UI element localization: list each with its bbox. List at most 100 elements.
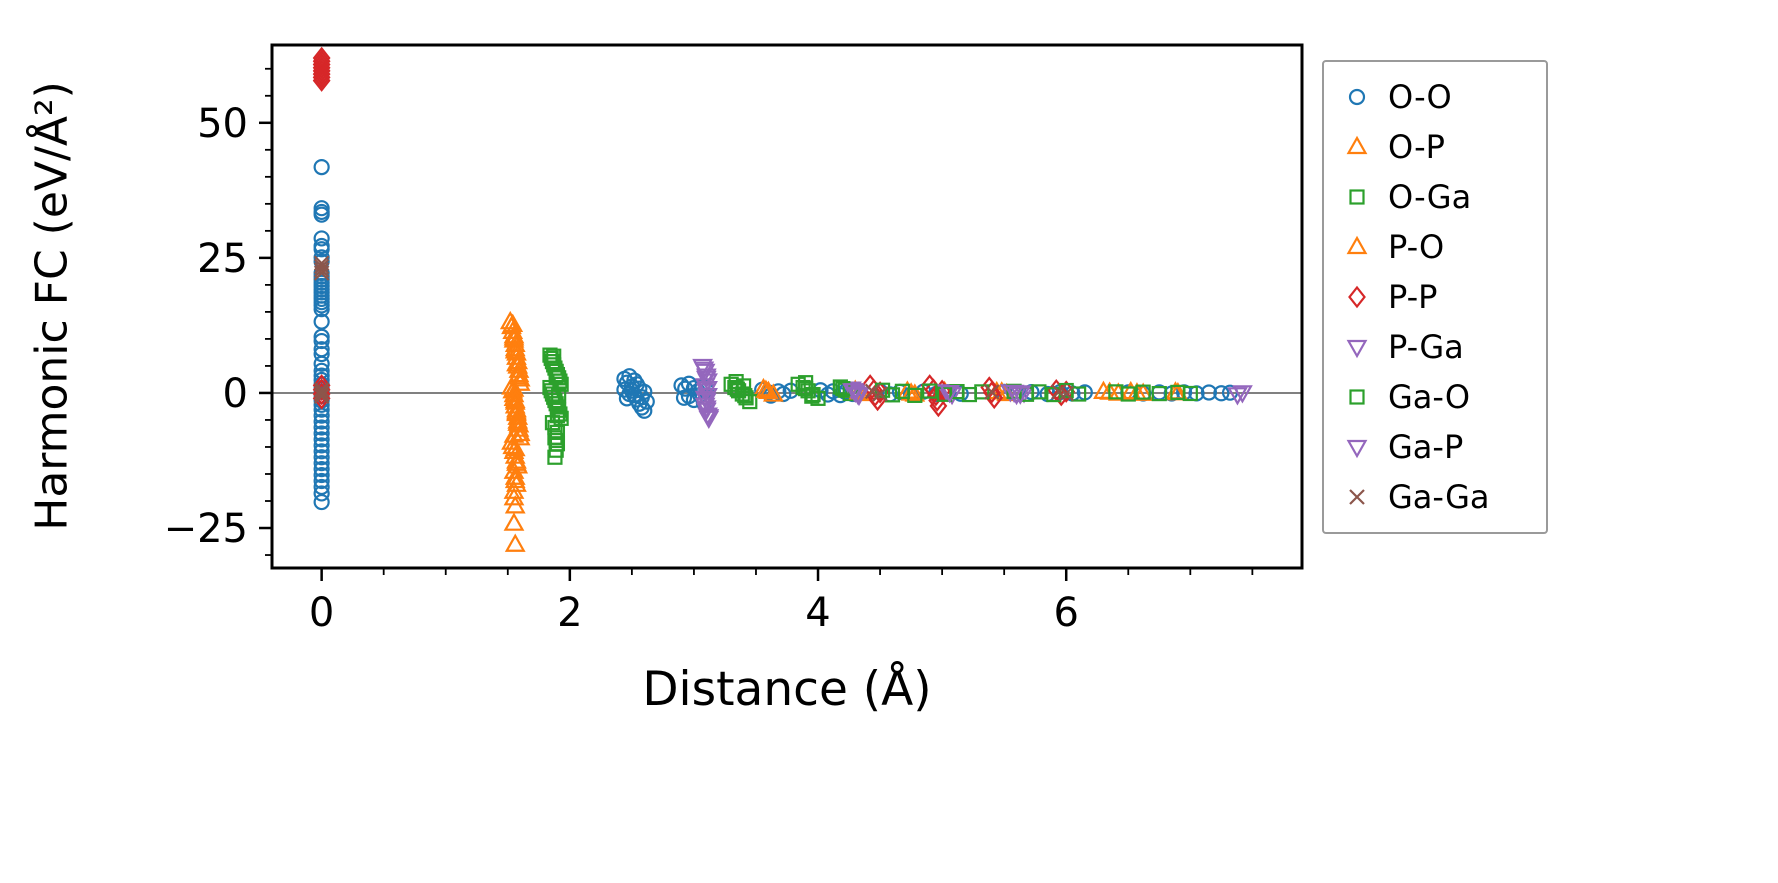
square-marker (1135, 384, 1151, 400)
circle-marker (313, 472, 330, 490)
circle-icon (1348, 88, 1366, 106)
x-tick-label: 2 (557, 590, 582, 636)
triangle-up-marker (762, 383, 784, 402)
square-marker (546, 348, 562, 364)
legend-item-p-ga: P-Ga (1338, 324, 1532, 370)
series-ga-p (693, 361, 1253, 428)
circle-marker (1200, 384, 1218, 401)
triangle-down-marker (1232, 385, 1253, 404)
legend-label: Ga-P (1388, 428, 1464, 466)
circle-marker (313, 449, 330, 466)
circle-marker (1213, 385, 1230, 402)
square-marker (907, 387, 923, 403)
series-o-p (499, 310, 1186, 552)
circle-marker (313, 328, 330, 345)
triangle-up-marker (506, 452, 527, 471)
diamond-marker (312, 53, 331, 76)
diamond-marker (982, 381, 1001, 404)
triangle-down-marker (841, 381, 862, 400)
circle-marker (313, 371, 330, 389)
x-marker (872, 386, 888, 402)
circle-marker (313, 437, 330, 454)
square-marker (804, 388, 820, 404)
square-marker (884, 387, 901, 403)
x-marker (313, 265, 330, 281)
x-marker (313, 258, 330, 275)
x-marker (313, 261, 330, 278)
circle-marker (313, 461, 330, 478)
legend-label: P-P (1388, 278, 1438, 316)
circle-marker (313, 367, 330, 384)
square-marker (1071, 386, 1087, 402)
square-marker (1182, 385, 1198, 402)
diamond-marker (1052, 383, 1071, 407)
triangle-up-marker (504, 469, 526, 489)
series-ga-ga (313, 255, 1074, 404)
square-marker (549, 408, 566, 424)
triangle-up-marker (509, 422, 531, 442)
triangle-down-marker (1227, 387, 1248, 406)
circle-marker (636, 402, 653, 419)
circle-marker (313, 478, 330, 496)
legend-item-ga-p: Ga-P (1338, 424, 1532, 470)
legend-label: O-O (1388, 78, 1452, 116)
circle-marker (313, 313, 330, 330)
circle-marker (636, 383, 653, 400)
circle-marker (313, 241, 330, 258)
series-p-o (502, 313, 1189, 506)
circle-marker (638, 393, 655, 410)
x-marker (313, 385, 330, 401)
triangle-down-marker (843, 383, 865, 402)
legend-label: Ga-O (1388, 378, 1471, 416)
diamond-marker (927, 383, 945, 407)
square-marker (737, 388, 753, 404)
triangle-down-icon (1346, 439, 1368, 459)
triangle-down-marker (847, 386, 869, 405)
circle-marker (313, 455, 330, 472)
square-marker (1120, 386, 1136, 402)
circle-marker (313, 419, 330, 436)
triangle-up-marker (509, 427, 531, 446)
x-axis-label: Distance (Å) (642, 662, 932, 717)
triangle-down-icon (1346, 339, 1368, 359)
square-marker (1031, 384, 1047, 400)
series-ga-o (546, 348, 1198, 449)
circle-marker (618, 390, 636, 407)
square-icon (1349, 189, 1365, 205)
y-tick-label: −25 (164, 506, 248, 552)
triangle-down-marker (693, 361, 715, 380)
legend-label: Ga-Ga (1388, 478, 1490, 516)
square-marker (974, 384, 990, 400)
x-tick-label: 0 (309, 590, 334, 636)
x-marker (1058, 385, 1074, 402)
circle-marker (616, 381, 633, 398)
square-marker (547, 449, 563, 465)
circle-marker (313, 493, 330, 511)
x-marker (313, 381, 330, 398)
triangle-up-marker (503, 487, 525, 506)
legend-item-o-o: O-O (1338, 74, 1532, 120)
circle-marker (675, 389, 693, 406)
circle-marker (313, 355, 330, 372)
plot-border (270, 43, 1304, 570)
legend-item-p-p: P-P (1338, 274, 1532, 320)
y-axis-label: Harmonic FC (eV/Å²) (26, 81, 78, 531)
legend-item-o-p: O-P (1338, 124, 1532, 170)
square-marker (548, 432, 564, 449)
diamond-marker (312, 66, 331, 89)
triangle-up-marker (753, 377, 774, 397)
circle-marker (313, 206, 330, 223)
circle-marker (313, 425, 330, 442)
square-marker (548, 368, 564, 384)
triangle-down-marker (697, 380, 718, 400)
circle-marker (313, 230, 330, 247)
square-marker (551, 388, 567, 404)
diamond-icon (1348, 285, 1366, 309)
circle-marker (313, 159, 330, 176)
x-marker (983, 384, 1000, 400)
triangle-up-marker (507, 366, 529, 385)
triangle-up-marker (900, 382, 922, 401)
triangle-down-marker (939, 385, 960, 404)
legend-item-ga-ga: Ga-Ga (1338, 474, 1532, 520)
square-icon (1349, 389, 1365, 405)
